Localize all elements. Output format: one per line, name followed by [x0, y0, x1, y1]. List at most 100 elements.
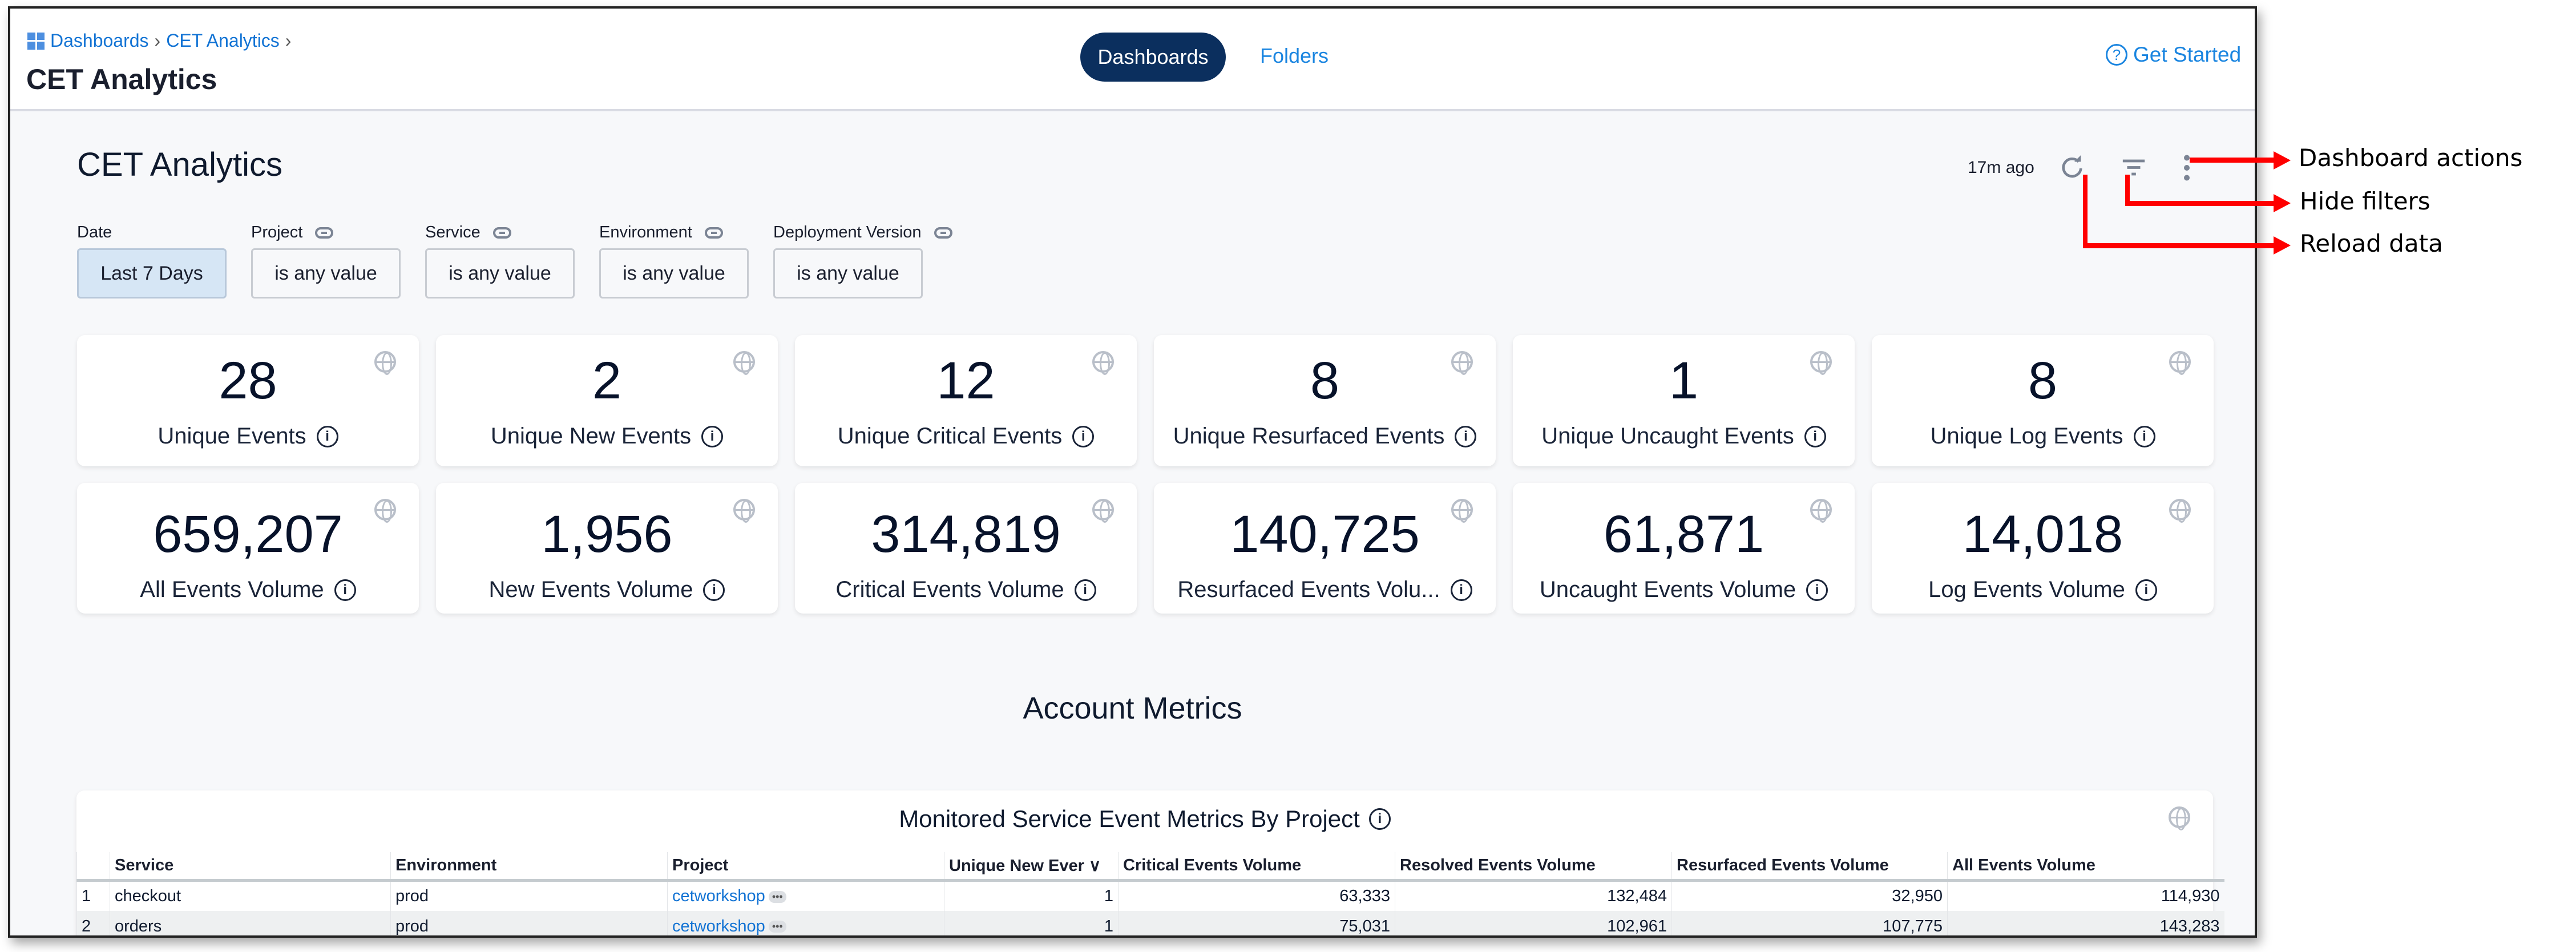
metric-tile: 659,207 All Events Volume i: [77, 483, 419, 614]
kebab-menu-icon[interactable]: [2182, 154, 2191, 182]
table-cell: checkout: [110, 880, 391, 911]
chevron-right-icon: ›: [285, 30, 292, 51]
filter-label: Project: [251, 223, 334, 242]
table-title: Monitored Service Event Metrics By Proje…: [76, 805, 2213, 833]
breadcrumb-dashboards[interactable]: Dashboards: [50, 30, 149, 51]
globe-icon[interactable]: [1810, 499, 1832, 523]
column-header[interactable]: Resurfaced Events Volume: [1671, 852, 1948, 882]
globe-icon[interactable]: [733, 499, 755, 523]
last-updated: 17m ago: [1968, 158, 2034, 177]
globe-icon[interactable]: [2169, 806, 2190, 830]
link-icon: [315, 227, 334, 239]
project-link[interactable]: cetworkshop: [672, 917, 765, 935]
info-icon[interactable]: i: [2133, 425, 2155, 447]
column-header[interactable]: [76, 852, 110, 882]
info-icon[interactable]: i: [703, 579, 725, 601]
tab-dashboards[interactable]: Dashboards: [1080, 33, 1226, 82]
reload-icon[interactable]: [2059, 154, 2085, 180]
breadcrumb-cet-analytics[interactable]: CET Analytics: [166, 30, 280, 51]
table-cell: 132,484: [1395, 880, 1672, 911]
app-window: Dashboards › CET Analytics › CET Analyti…: [8, 6, 2257, 938]
table-row[interactable]: 2 orders prod cetworkshop ••• 1 75,031 102,961 1…: [76, 911, 2224, 935]
filter-project[interactable]: is any value: [251, 248, 401, 298]
project-link[interactable]: cetworkshop: [672, 886, 765, 905]
globe-icon[interactable]: [1092, 499, 1114, 523]
column-header[interactable]: All Events Volume: [1947, 852, 2224, 882]
table-row[interactable]: 1 checkout prod cetworkshop ••• 1 63,333 132,48…: [76, 880, 2224, 911]
column-header[interactable]: Environment: [390, 852, 668, 882]
info-icon[interactable]: i: [1450, 579, 1472, 601]
link-icon: [492, 227, 511, 239]
column-header[interactable]: Project: [667, 852, 944, 882]
globe-icon[interactable]: [2169, 351, 2191, 375]
tile-label: New Events Volume i: [447, 577, 766, 603]
more-icon[interactable]: •••: [768, 890, 786, 903]
dashboard-title: CET Analytics: [77, 146, 282, 183]
globe-icon[interactable]: [1451, 351, 1473, 375]
arrowhead-icon: [2274, 236, 2291, 255]
more-icon[interactable]: •••: [768, 921, 786, 933]
table-cell: 32,950: [1671, 880, 1948, 911]
tile-label: Unique New Events i: [447, 423, 766, 449]
filter-environment[interactable]: is any value: [599, 248, 749, 298]
metric-tile: 28 Unique Events i: [77, 335, 419, 466]
metric-tile: 8 Unique Resurfaced Events i: [1154, 335, 1496, 466]
filter-icon[interactable]: [2121, 156, 2147, 179]
tile-value: 314,819: [871, 505, 1061, 563]
table-cell: prod: [390, 880, 668, 911]
tile-label-text: Uncaught Events Volume: [1539, 577, 1796, 602]
filter-deployment-version[interactable]: is any value: [773, 248, 923, 298]
help-icon: ?: [2106, 44, 2127, 66]
column-header[interactable]: Unique New Ever ∨: [944, 852, 1119, 882]
info-icon[interactable]: i: [334, 579, 356, 601]
table-cell: 114,930: [1947, 880, 2224, 911]
globe-icon[interactable]: [374, 351, 396, 375]
globe-icon[interactable]: [374, 499, 396, 523]
arrowhead-icon: [2274, 194, 2291, 212]
globe-icon[interactable]: [1451, 499, 1473, 523]
tile-label-text: Log Events Volume: [1928, 577, 2125, 602]
column-header[interactable]: Service: [110, 852, 391, 882]
info-icon[interactable]: i: [1806, 579, 1828, 601]
filter-service[interactable]: is any value: [425, 248, 575, 298]
filter-date[interactable]: Last 7 Days: [77, 248, 227, 298]
tile-value: 28: [219, 352, 277, 410]
get-started-link[interactable]: ? Get Started: [2106, 43, 2241, 67]
filter-label-text: Service: [425, 223, 481, 241]
info-icon[interactable]: i: [2135, 579, 2157, 601]
tile-label: Unique Uncaught Events i: [1524, 423, 1843, 449]
link-icon: [934, 227, 952, 239]
info-icon[interactable]: i: [1074, 579, 1096, 601]
column-header[interactable]: Resolved Events Volume: [1395, 852, 1672, 882]
globe-icon[interactable]: [733, 351, 755, 375]
tile-value: 1,956: [541, 505, 673, 563]
tile-value: 61,871: [1603, 505, 1765, 563]
metric-tile: 1 Unique Uncaught Events i: [1513, 335, 1855, 466]
info-icon[interactable]: i: [1455, 425, 1477, 447]
tile-label: Unique Resurfaced Events i: [1165, 423, 1484, 449]
metric-tile: 140,725 Resurfaced Events Volu... i: [1154, 483, 1496, 614]
annotation-arrow-actions: [2190, 158, 2275, 163]
link-icon: [704, 227, 723, 239]
info-icon[interactable]: i: [701, 425, 724, 447]
tile-value: 140,725: [1230, 505, 1420, 563]
info-icon[interactable]: i: [1368, 808, 1391, 830]
tile-label-text: New Events Volume: [488, 577, 693, 602]
info-icon[interactable]: i: [1072, 425, 1095, 447]
tile-label-text: Unique Uncaught Events: [1541, 423, 1794, 449]
globe-icon[interactable]: [2169, 499, 2191, 523]
globe-icon[interactable]: [1810, 351, 1832, 375]
annotation-arrow-reload: [2083, 243, 2275, 248]
info-icon[interactable]: i: [1804, 425, 1826, 447]
tile-value: 659,207: [153, 505, 343, 563]
globe-icon[interactable]: [1092, 351, 1114, 375]
table-cell: 75,031: [1118, 911, 1395, 935]
annotation-line-reload: [2083, 175, 2088, 248]
column-header[interactable]: Critical Events Volume: [1118, 852, 1395, 882]
tile-label-text: All Events Volume: [140, 577, 324, 602]
tab-folders[interactable]: Folders: [1260, 44, 1329, 67]
metric-tile: 1,956 New Events Volume i: [436, 483, 778, 614]
tile-label: Unique Log Events i: [1883, 423, 2202, 449]
info-icon[interactable]: i: [316, 425, 338, 447]
table-cell: 1: [944, 911, 1119, 935]
